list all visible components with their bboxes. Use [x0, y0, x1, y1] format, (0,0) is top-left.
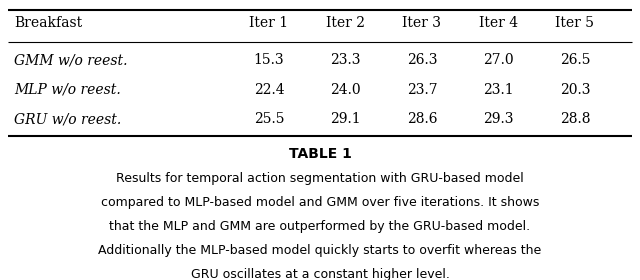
Text: 23.1: 23.1 — [483, 83, 514, 97]
Text: Additionally the MLP-based model quickly starts to overfit whereas the: Additionally the MLP-based model quickly… — [99, 244, 541, 257]
Text: 24.0: 24.0 — [330, 83, 361, 97]
Text: 26.5: 26.5 — [559, 53, 590, 67]
Text: Results for temporal action segmentation with GRU-based model: Results for temporal action segmentation… — [116, 172, 524, 185]
Text: MLP w/o reest.: MLP w/o reest. — [14, 83, 121, 97]
Text: Iter 2: Iter 2 — [326, 16, 365, 30]
Text: 27.0: 27.0 — [483, 53, 514, 67]
Text: 23.3: 23.3 — [330, 53, 361, 67]
Text: 22.4: 22.4 — [253, 83, 284, 97]
Text: Iter 3: Iter 3 — [403, 16, 442, 30]
Text: 23.7: 23.7 — [406, 83, 437, 97]
Text: 28.8: 28.8 — [559, 112, 590, 126]
Text: GRU w/o reest.: GRU w/o reest. — [14, 112, 122, 126]
Text: Iter 1: Iter 1 — [250, 16, 289, 30]
Text: TABLE 1: TABLE 1 — [289, 147, 351, 161]
Text: Iter 5: Iter 5 — [556, 16, 595, 30]
Text: that the MLP and GMM are outperformed by the GRU-based model.: that the MLP and GMM are outperformed by… — [109, 220, 531, 233]
Text: Iter 4: Iter 4 — [479, 16, 518, 30]
Text: 26.3: 26.3 — [406, 53, 437, 67]
Text: 29.1: 29.1 — [330, 112, 361, 126]
Text: compared to MLP-based model and GMM over five iterations. It shows: compared to MLP-based model and GMM over… — [101, 196, 539, 209]
Text: 15.3: 15.3 — [253, 53, 284, 67]
Text: GMM w/o reest.: GMM w/o reest. — [14, 53, 127, 67]
Text: Breakfast: Breakfast — [14, 16, 83, 30]
Text: 20.3: 20.3 — [559, 83, 590, 97]
Text: GRU oscillates at a constant higher level.: GRU oscillates at a constant higher leve… — [191, 268, 449, 280]
Text: 29.3: 29.3 — [483, 112, 514, 126]
Text: 28.6: 28.6 — [406, 112, 437, 126]
Text: 25.5: 25.5 — [254, 112, 284, 126]
